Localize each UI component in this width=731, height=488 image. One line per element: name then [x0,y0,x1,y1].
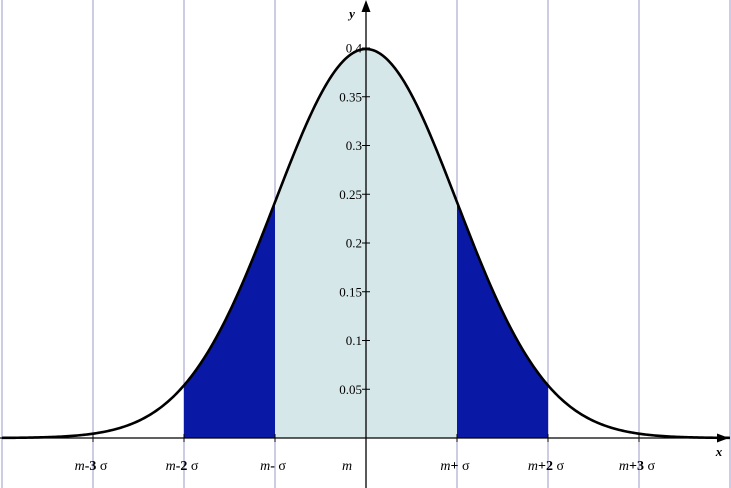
x-tick-label: m+ σ [440,459,470,474]
x-axis-label: x [715,444,723,459]
x-tick-label: m-3 σ [75,459,108,474]
y-axis-arrow [361,0,371,12]
tick-labels: 0.05 0.1 0.15 0.2 0.25 0.3 0.35 0.4 m-3 σ m-2 σ m-… [75,6,723,474]
x-tick-label: m+3 σ [619,459,656,474]
x-tick-label: m-2 σ [166,459,199,474]
y-tick-label: 0.25 [339,187,362,202]
y-tick-label: 0.3 [346,138,362,153]
density-curve [1,47,731,440]
y-axis-label: y [347,6,355,21]
y-tick-label: 0.1 [346,333,362,348]
x-tick-label: m+2 σ [528,459,565,474]
y-tick-label: 0.05 [339,382,362,397]
y-tick-label: 0.15 [339,284,362,299]
y-tick-label: 0.35 [339,89,362,104]
x-tick-label: m- σ [260,459,286,474]
curve-layer [1,47,731,440]
x-tick-label: m [342,459,352,474]
y-tick-label: 0.4 [346,41,363,56]
y-tick-label: 0.2 [346,236,362,251]
